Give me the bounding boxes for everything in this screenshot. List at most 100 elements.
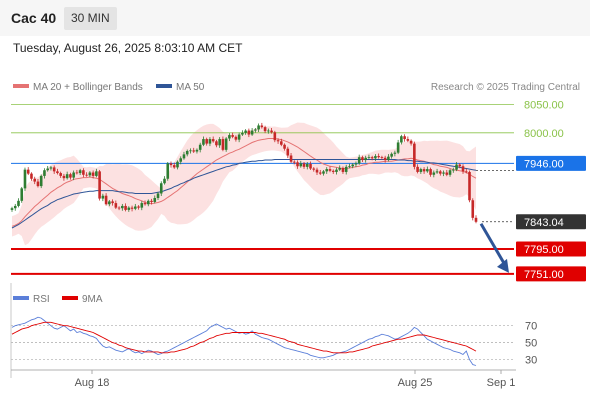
level-label-text: 7946.00: [524, 158, 564, 170]
candle: [231, 132, 234, 139]
candle: [471, 198, 475, 221]
candle: [195, 148, 199, 154]
candle: [338, 165, 342, 172]
candle: [380, 155, 384, 160]
candle: [17, 198, 20, 208]
candle: [429, 167, 432, 177]
candle: [250, 128, 254, 136]
candle: [325, 167, 329, 174]
candle: [458, 163, 462, 169]
candle: [182, 151, 186, 160]
candle: [108, 199, 111, 207]
rsi-legend-label: RSI: [33, 294, 50, 305]
candle: [413, 141, 416, 170]
candle: [276, 138, 280, 144]
candle: [435, 168, 439, 174]
candle: [215, 139, 218, 148]
level-label-box: [516, 214, 586, 230]
candle: [72, 170, 75, 181]
level-label-support: 7795.00: [516, 241, 586, 257]
candle: [26, 167, 30, 176]
candle: [322, 169, 325, 176]
rsi-tick-label: 70: [525, 321, 537, 333]
candle: [396, 139, 400, 155]
candle: [263, 125, 267, 134]
level-label-resistance: 8050.00: [524, 100, 564, 112]
interval-button[interactable]: 30 MIN: [64, 7, 117, 30]
candle: [400, 134, 403, 145]
candle: [221, 136, 225, 152]
ma20-legend-label: MA 20 + Bollinger Bands: [33, 82, 143, 93]
candle: [98, 169, 101, 201]
candle: [432, 170, 436, 178]
candle: [172, 162, 176, 169]
candle: [43, 168, 46, 179]
level-label-support: 7751.00: [516, 266, 586, 282]
candle: [62, 173, 66, 181]
candle: [91, 170, 95, 179]
candle: [104, 193, 108, 206]
candle: [354, 161, 358, 168]
candle: [163, 176, 166, 185]
candle: [127, 206, 131, 212]
candle: [185, 149, 189, 157]
candle: [69, 172, 72, 180]
candle: [23, 167, 27, 191]
candle: [348, 163, 351, 169]
ma50-legend-label: MA 50: [176, 82, 205, 93]
candle: [273, 130, 277, 143]
candle: [33, 176, 37, 185]
candle: [468, 170, 471, 203]
candle: [305, 162, 309, 170]
candle: [234, 135, 238, 142]
candle: [153, 195, 157, 204]
candle: [121, 203, 124, 211]
bollinger-band-area: [12, 122, 476, 246]
candle: [36, 179, 40, 188]
candle: [176, 160, 179, 170]
level-label-current: 7843.04: [516, 214, 586, 230]
candle: [78, 168, 82, 176]
candle: [88, 171, 92, 178]
bollinger-band: [12, 122, 476, 246]
candle: [208, 137, 212, 147]
time-tick-label: Sep 1: [487, 377, 516, 389]
candle: [202, 136, 205, 147]
candle: [39, 174, 43, 189]
candle: [117, 206, 121, 211]
candle: [390, 152, 393, 159]
candle: [13, 203, 17, 211]
candle: [374, 154, 377, 161]
candle: [351, 163, 354, 169]
candle: [218, 137, 221, 148]
source-label: Research © 2025 Trading Central: [431, 82, 580, 93]
candle: [299, 160, 303, 168]
candle: [367, 154, 371, 160]
candle: [289, 152, 293, 164]
time-axis: Aug 18 Aug 25 Sep 1: [10, 283, 516, 389]
candle: [59, 171, 62, 178]
candle: [95, 168, 98, 178]
level-label-box: [516, 155, 586, 171]
candle: [302, 162, 306, 169]
candle: [422, 167, 426, 174]
moving-averages: [11, 138, 477, 229]
candle: [130, 205, 134, 212]
candle: [364, 155, 367, 163]
candle: [46, 165, 49, 172]
candle: [361, 155, 364, 163]
candle: [445, 169, 449, 177]
rsi-ma-legend-swatch: [62, 296, 78, 300]
rsi-ma-legend-label: 9MA: [82, 294, 103, 305]
candle: [198, 142, 202, 153]
ma20-legend-swatch: [13, 84, 29, 88]
candle: [189, 148, 192, 154]
rsi-ma-line: [11, 321, 477, 354]
candle: [137, 205, 140, 210]
candle: [286, 146, 290, 159]
candle: [228, 133, 231, 142]
candle: [156, 192, 160, 200]
candle: [20, 186, 24, 203]
candle: [140, 201, 144, 211]
candle: [49, 165, 53, 171]
